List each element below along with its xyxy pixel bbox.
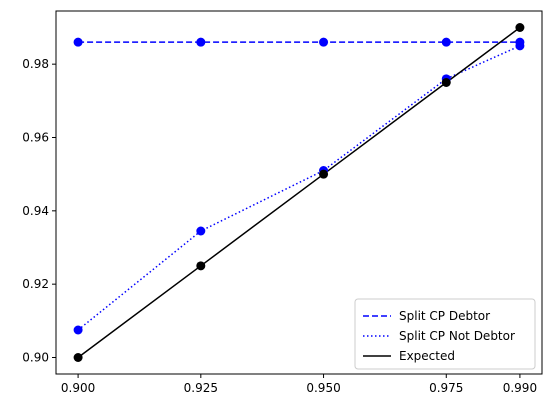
series-line-1	[77, 45, 521, 331]
x-tick-label: 0.950	[306, 381, 340, 395]
series-0-point-3	[441, 37, 451, 47]
x-tick-label: 0.975	[429, 381, 463, 395]
x-tick-label: 0.900	[61, 381, 95, 395]
series-1-point-4	[515, 41, 525, 51]
series-2-point-4	[515, 23, 525, 32]
y-tick-label: 0.98	[22, 57, 49, 71]
plot-layer	[73, 23, 525, 362]
legend-box	[354, 298, 536, 370]
plot-frame	[55, 10, 543, 375]
series-2-point-2	[319, 169, 329, 179]
series-1-point-1	[196, 226, 206, 236]
series-0-point-1	[196, 37, 206, 47]
series-0-point-0	[73, 37, 83, 47]
ticks-layer: 0.900 0.925 0.950 0.975 0.990 0.90 0.92 0.94 0.9…	[22, 57, 537, 395]
y-tick-label: 0.96	[22, 131, 49, 145]
x-tick-label: 0.925	[184, 381, 218, 395]
series-1-point-0	[73, 325, 83, 335]
y-tick-label: 0.90	[22, 351, 49, 365]
series-2-point-3	[441, 78, 451, 87]
legend-label-0: Split CP Debtor	[399, 309, 490, 323]
series-2-point-1	[196, 261, 206, 271]
y-tick-label: 0.94	[22, 204, 49, 218]
legend-label-1: Split CP Not Debtor	[399, 329, 515, 343]
legend: Split CP Debtor Split CP Not Debtor Expect…	[354, 298, 536, 370]
series-2-point-0	[73, 353, 83, 362]
legend-label-2: Expected	[399, 349, 455, 363]
y-tick-label: 0.92	[22, 277, 49, 291]
series-0-point-2	[319, 37, 329, 47]
x-tick-label: 0.990	[503, 381, 537, 395]
